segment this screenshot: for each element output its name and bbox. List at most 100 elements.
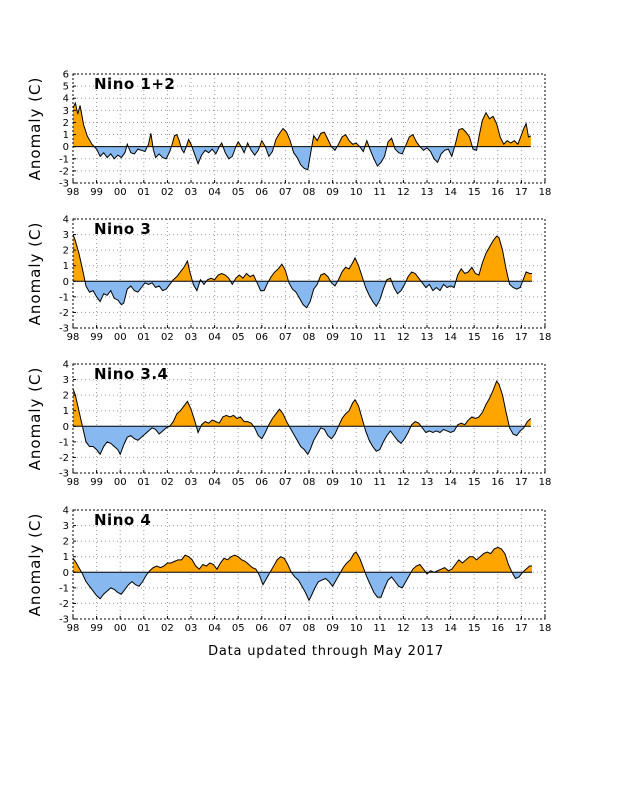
x-tick-label: 98 bbox=[67, 187, 80, 198]
y-tick-label: -2 bbox=[59, 453, 69, 464]
data-point bbox=[505, 268, 506, 269]
data-point bbox=[336, 579, 337, 580]
x-tick-label: 07 bbox=[279, 623, 292, 634]
data-point bbox=[338, 144, 339, 145]
data-point bbox=[310, 449, 311, 450]
data-point bbox=[450, 285, 451, 286]
data-point bbox=[461, 423, 462, 424]
x-tick-label: 01 bbox=[137, 187, 150, 198]
data-point bbox=[317, 284, 318, 285]
x-tick-label: 08 bbox=[303, 623, 316, 634]
data-point bbox=[354, 399, 355, 400]
data-point bbox=[384, 587, 385, 588]
data-point bbox=[107, 441, 108, 442]
data-point bbox=[292, 288, 293, 289]
y-axis-label: Anomaly (C) bbox=[26, 77, 44, 181]
data-point bbox=[242, 278, 243, 279]
y-tick-label: -2 bbox=[59, 599, 69, 610]
data-point bbox=[520, 287, 521, 288]
data-point bbox=[258, 150, 259, 151]
data-point bbox=[476, 559, 477, 560]
x-tick-label: 15 bbox=[468, 332, 481, 343]
data-point bbox=[275, 139, 276, 140]
data-point bbox=[502, 250, 503, 251]
chart-panel-4: 98 99 00 01 02 03 04 05 06 07 08 09 10 11 12 13 14 15 16 17… bbox=[26, 506, 551, 635]
data-point bbox=[411, 424, 412, 425]
data-point bbox=[244, 152, 245, 153]
data-point bbox=[439, 290, 440, 291]
data-point bbox=[314, 587, 315, 588]
data-point bbox=[380, 597, 381, 598]
data-point bbox=[92, 590, 93, 591]
data-point bbox=[462, 128, 463, 129]
data-point bbox=[137, 292, 138, 293]
x-tick-label: 15 bbox=[468, 477, 481, 488]
data-point bbox=[288, 282, 289, 283]
data-point bbox=[144, 433, 145, 434]
data-point bbox=[183, 405, 184, 406]
data-point bbox=[305, 592, 306, 593]
data-point bbox=[284, 558, 285, 559]
data-point bbox=[412, 569, 413, 570]
data-point bbox=[183, 267, 184, 268]
y-tick-label: 3 bbox=[63, 106, 69, 117]
panel-title: Nino 3 bbox=[94, 220, 151, 238]
data-point bbox=[324, 273, 325, 274]
data-point bbox=[465, 559, 466, 560]
x-tick-label: 06 bbox=[255, 623, 268, 634]
x-tick-label: 05 bbox=[232, 623, 245, 634]
x-tick-label: 01 bbox=[137, 623, 150, 634]
x-tick-label: 98 bbox=[67, 332, 80, 343]
x-tick-label: 99 bbox=[90, 187, 103, 198]
data-point bbox=[363, 151, 364, 152]
x-tick-label: 04 bbox=[208, 623, 221, 634]
data-point bbox=[341, 271, 342, 272]
data-point bbox=[317, 140, 318, 141]
data-point bbox=[478, 274, 479, 275]
data-point bbox=[490, 553, 491, 554]
y-tick-label: 3 bbox=[63, 230, 69, 241]
data-point bbox=[530, 418, 531, 419]
x-tick-label: 12 bbox=[397, 623, 410, 634]
y-tick-label: -1 bbox=[59, 437, 69, 448]
data-point bbox=[82, 573, 83, 574]
data-point bbox=[400, 443, 401, 444]
data-point bbox=[465, 132, 466, 133]
data-point bbox=[201, 424, 202, 425]
data-point bbox=[358, 405, 359, 406]
data-point bbox=[418, 423, 419, 424]
data-point bbox=[458, 129, 459, 130]
x-tick-label: 01 bbox=[137, 332, 150, 343]
x-tick-label: 10 bbox=[350, 623, 363, 634]
data-point bbox=[114, 589, 115, 590]
data-point bbox=[262, 584, 263, 585]
panels: 98 99 00 01 02 03 04 05 06 07 08 09 10 11 12 13 14 15 16 17… bbox=[26, 70, 551, 635]
y-tick-label: 2 bbox=[63, 118, 69, 129]
data-point bbox=[251, 423, 252, 424]
data-point bbox=[110, 290, 111, 291]
data-point bbox=[103, 152, 104, 153]
data-point bbox=[268, 156, 269, 157]
data-point bbox=[304, 168, 305, 169]
data-point bbox=[153, 567, 154, 568]
data-point bbox=[419, 564, 420, 565]
data-point bbox=[193, 284, 194, 285]
data-point bbox=[441, 569, 442, 570]
x-tick-label: 05 bbox=[232, 332, 245, 343]
data-point bbox=[457, 274, 458, 275]
data-point bbox=[278, 268, 279, 269]
data-point bbox=[229, 416, 230, 417]
y-axis-label: Anomaly (C) bbox=[26, 513, 44, 617]
data-point bbox=[110, 587, 111, 588]
data-point bbox=[432, 432, 433, 433]
data-point bbox=[372, 301, 373, 302]
data-point bbox=[317, 433, 318, 434]
data-point bbox=[306, 307, 307, 308]
x-tick-label: 18 bbox=[539, 332, 552, 343]
x-tick-label: 99 bbox=[90, 623, 103, 634]
data-point bbox=[418, 278, 419, 279]
data-point bbox=[151, 282, 152, 283]
data-point bbox=[530, 135, 531, 136]
data-point bbox=[282, 413, 283, 414]
data-point bbox=[513, 287, 514, 288]
